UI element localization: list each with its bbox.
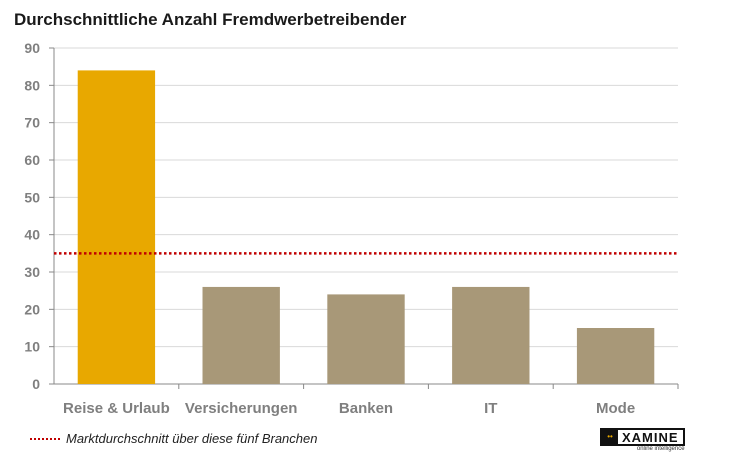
y-tick-label: 80 <box>24 77 40 93</box>
x-tick-label: Mode <box>596 400 635 417</box>
y-tick-label: 90 <box>24 40 40 56</box>
logo-text: XAMINE <box>622 429 679 445</box>
y-tick-label: 10 <box>24 339 40 355</box>
legend: Marktdurchschnitt über diese fünf Branch… <box>30 431 317 446</box>
y-tick-label: 70 <box>24 115 40 131</box>
y-tick-label: 40 <box>24 227 40 243</box>
x-tick-label: Versicherungen <box>185 400 298 417</box>
bar-it <box>452 286 530 384</box>
y-tick-label: 50 <box>24 189 40 205</box>
y-tick-label: 30 <box>24 264 40 280</box>
chart-title: Durchschnittliche Anzahl Fremdwerbetreib… <box>14 10 407 29</box>
y-tick-label: 60 <box>24 152 40 168</box>
bar-reise-urlaub <box>77 70 156 385</box>
logo-dots-icon: •• <box>602 430 618 444</box>
y-tick-label: 20 <box>24 301 40 317</box>
x-tick-label: Reise & Urlaub <box>63 400 170 417</box>
xamine-logo: •• XAMINE online intelligence <box>600 428 685 452</box>
bar-versicherungen <box>202 286 280 384</box>
x-tick-label: Banken <box>339 400 393 417</box>
y-tick-label: 0 <box>32 376 40 392</box>
legend-dotted-line-swatch <box>30 437 60 440</box>
x-tick-label: IT <box>484 400 497 417</box>
bar-mode <box>576 328 655 384</box>
bar-banken <box>327 294 405 384</box>
legend-label: Marktdurchschnitt über diese fünf Branch… <box>66 431 318 446</box>
logo-tagline: online intelligence <box>636 446 685 452</box>
